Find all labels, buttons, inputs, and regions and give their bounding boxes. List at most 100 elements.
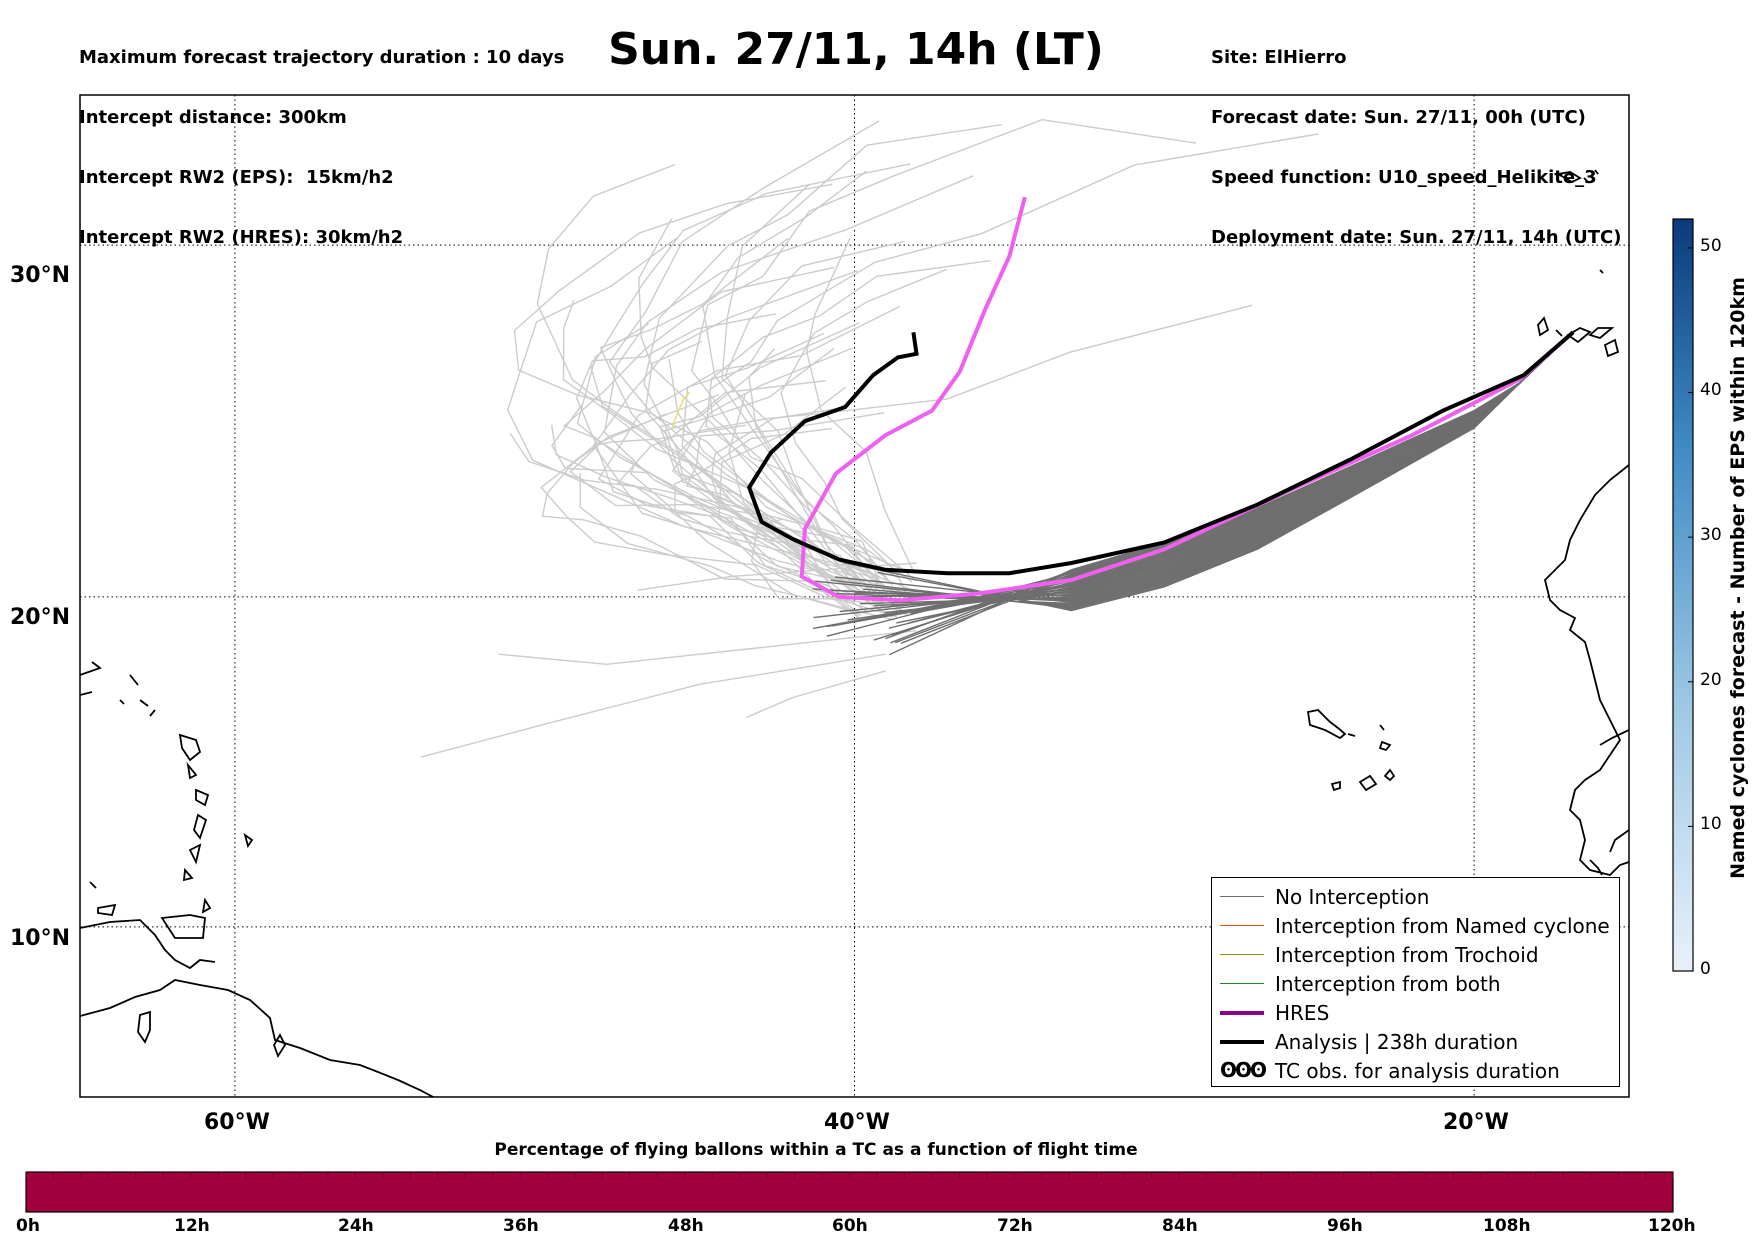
legend-swatch (1220, 896, 1264, 897)
colorbar-tick-label: 20 (1700, 670, 1722, 690)
header-right-line: Forecast date: Sun. 27/11, 00h (UTC) (1211, 107, 1586, 128)
eps-trajectory (721, 183, 887, 610)
hres-trajectory (799, 196, 1575, 603)
legend-item-both: Interception from both (1212, 970, 1621, 999)
page-title: Sun. 27/11, 14h (LT) (608, 24, 1104, 75)
colorbar-tick-label: 50 (1700, 236, 1722, 256)
coastline-south-america (80, 979, 436, 1097)
flight-time-tick-label: 84h (1162, 1216, 1198, 1236)
eps-trajectory (498, 630, 917, 666)
eps-trajectory (562, 299, 860, 593)
eps-trajectory (835, 331, 1574, 605)
eps-trajectory (745, 670, 886, 719)
coastline-island (160, 914, 206, 939)
flight-time-tick-label: 24h (338, 1216, 374, 1236)
eps-trajectory (708, 133, 1319, 598)
header-right-line: Site: ElHierro (1211, 47, 1347, 68)
lat-label: 20°N (10, 605, 71, 630)
eps-trajectory (705, 259, 991, 591)
map-content (80, 95, 1629, 1097)
legend-item-trochoid: Interception from Trochoid (1212, 941, 1621, 970)
eps-trajectory (890, 331, 1574, 607)
coastline-madeira (1555, 169, 1604, 274)
lon-label: 40°W (824, 1110, 890, 1135)
eps-trajectory (590, 163, 911, 600)
eps-trajectory (575, 313, 901, 592)
flight-time-tick-label: 72h (997, 1216, 1033, 1236)
eps-trajectory (509, 432, 881, 578)
eps-trajectory (874, 331, 1574, 607)
lon-label: 60°W (204, 1110, 270, 1135)
legend-item-analysis: Analysis | 238h duration (1212, 1028, 1621, 1057)
coastline-south-america (80, 919, 216, 970)
map-frame (79, 94, 1630, 1098)
flight-time-tick-label: 120h (1648, 1216, 1696, 1236)
flight-time-tick-label: 96h (1327, 1216, 1363, 1236)
colorbar-ticks (1688, 247, 1693, 972)
bottom-bar-title: Percentage of flying ballons within a TC… (494, 1140, 1138, 1160)
flight-time-tick-label: 48h (668, 1216, 704, 1236)
eps-trajectory (637, 562, 917, 591)
eps-trajectory (702, 170, 890, 598)
legend-label: Interception from Named cyclone (1275, 914, 1610, 938)
analysis-trajectory (746, 330, 1575, 576)
colorbar-tick-label: 40 (1700, 380, 1722, 400)
flight-time-tick-label: 60h (832, 1216, 868, 1236)
lon-label: 20°W (1443, 1110, 1509, 1135)
lat-label: 10°N (10, 926, 71, 951)
legend-swatch (1220, 925, 1264, 926)
eps-trajectory (748, 348, 913, 583)
eps-trajectory (805, 237, 916, 574)
eps-trajectory (812, 331, 1574, 630)
eps-trajectory (835, 331, 1574, 604)
eps-trajectory (718, 386, 879, 602)
flight-time-tick-label: 108h (1483, 1216, 1531, 1236)
flight-time-bar (25, 1171, 1674, 1213)
legend-label: Interception from both (1275, 972, 1501, 996)
tc-symbol-icon: ʘʘʘ (1220, 1058, 1267, 1082)
header-left-line: Intercept distance: 300km (79, 107, 347, 128)
eps-no-interception-trajectories (812, 331, 1574, 656)
legend-swatch (1220, 983, 1264, 984)
lat-label: 30°N (10, 263, 71, 288)
colorbar-tick-label: 0 (1700, 959, 1711, 979)
coastline-canaries (1537, 316, 1620, 358)
header-right-line: Speed function: U10_speed_Helikite_3 (1211, 167, 1597, 188)
eps-trajectory (877, 331, 1574, 611)
eps-trajectory (592, 269, 893, 618)
colorbar-gradient (1672, 218, 1694, 972)
map-legend: No Interception Interception from Named … (1211, 877, 1620, 1087)
flight-time-tick-label: 36h (503, 1216, 539, 1236)
colorbar-label-svg: Named cyclones forecast - Number of EPS … (1727, 277, 1749, 879)
eps-trajectory (843, 331, 1574, 612)
colorbar-label-wrap: Named cyclones forecast - Number of EPS … (1724, 218, 1752, 938)
coastline-island (137, 1010, 151, 1044)
eps-trajectory (569, 424, 883, 584)
colorbar-tick-label: 30 (1700, 525, 1722, 545)
eps-trajectory (728, 394, 889, 593)
coastlines (80, 169, 1629, 1097)
header-left-line: Intercept RW2 (HRES): 30km/h2 (79, 227, 404, 248)
coastline-island (273, 1033, 287, 1059)
eps-trajectory (420, 653, 886, 758)
eps-trajectory (536, 163, 903, 611)
eps-trajectory (562, 266, 860, 617)
coastline-antilles (80, 661, 254, 914)
legend-label: Interception from Trochoid (1275, 943, 1539, 967)
eps-trajectory (690, 118, 1197, 582)
legend-item-named-cyclone: Interception from Named cyclone (1212, 912, 1621, 941)
coastline-island (97, 903, 117, 917)
legend-swatch (1220, 1011, 1264, 1015)
header-right-line: Deployment date: Sun. 27/11, 14h (UTC) (1211, 227, 1622, 248)
eps-trajectory (540, 413, 904, 608)
eps-trajectory (826, 331, 1574, 637)
eps-trajectory (888, 331, 1574, 629)
legend-swatch (1220, 1040, 1264, 1044)
eps-trajectory (597, 305, 901, 600)
flight-time-fill (25, 1171, 1674, 1213)
legend-label: Analysis | 238h duration (1275, 1030, 1519, 1054)
legend-item-no-interception: No Interception (1212, 883, 1621, 912)
coastline-cape-verde (1306, 709, 1396, 792)
header-right-info: Site: ElHierro Forecast date: Sun. 27/11… (1211, 8, 1621, 268)
